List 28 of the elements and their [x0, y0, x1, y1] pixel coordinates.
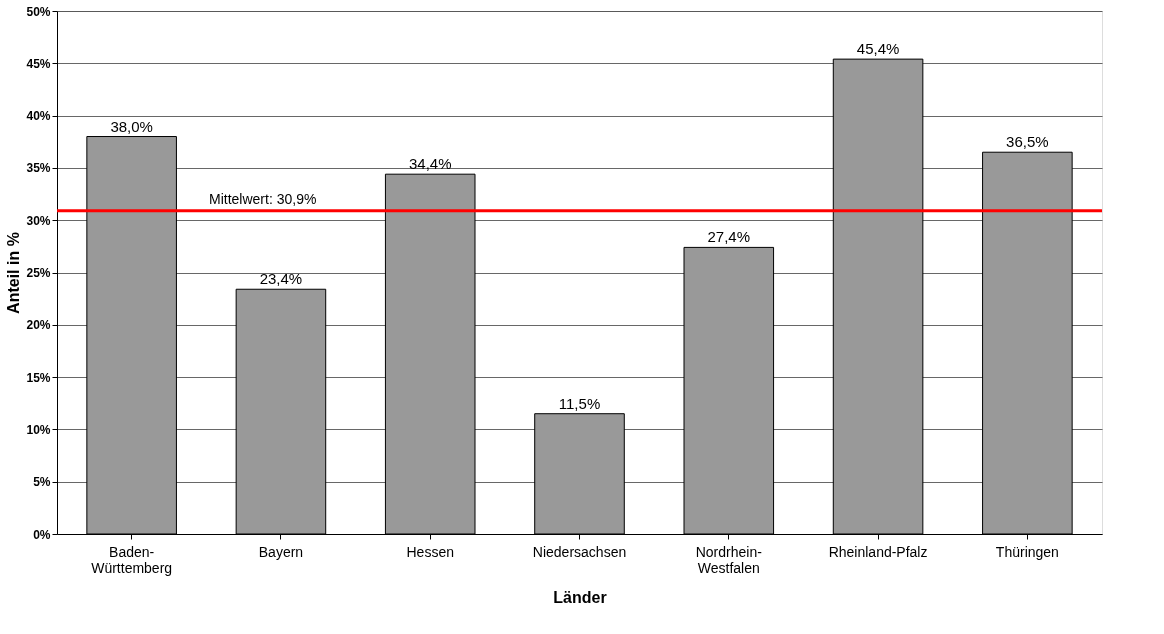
data-label: 36,5% [1006, 133, 1049, 151]
data-label: 27,4% [707, 228, 751, 246]
x-tick-label: Bayern [258, 543, 304, 560]
y-tick-label: 40% [26, 109, 51, 124]
y-tick-label: 50% [26, 4, 51, 19]
x-axis-title: Länder [553, 588, 607, 606]
x-tick-label: Baden- Württemberg [91, 543, 173, 576]
y-tick-label: 5% [33, 475, 51, 490]
y-tick-label: 30% [26, 213, 51, 228]
y-tick-label: 20% [26, 318, 51, 333]
x-tick-label: Rheinland-Pfalz [828, 543, 928, 560]
y-tick-label: 15% [26, 370, 51, 385]
data-label: 45,4% [856, 40, 900, 58]
y-axis-title: Anteil in % [5, 232, 23, 314]
data-label: 34,4% [408, 155, 452, 173]
y-tick-label: 10% [26, 422, 51, 437]
x-tick-label: Nordrhein- Westfalen [695, 543, 763, 576]
data-label: 23,4% [259, 270, 303, 288]
data-label: 11,5% [558, 394, 601, 412]
ref-line-label: Mittelwert: 30,9% [209, 190, 317, 207]
y-tick-label: 25% [26, 266, 51, 280]
y-tick-label: 35% [26, 161, 51, 176]
data-label: 38,0% [110, 117, 153, 135]
x-tick-label: Thüringen [995, 543, 1059, 560]
x-tick-label: Niedersachsen [532, 543, 627, 560]
y-tick-label: 45% [26, 56, 51, 71]
y-tick-label: 0% [33, 527, 51, 542]
x-tick-label: Hessen [406, 543, 454, 560]
